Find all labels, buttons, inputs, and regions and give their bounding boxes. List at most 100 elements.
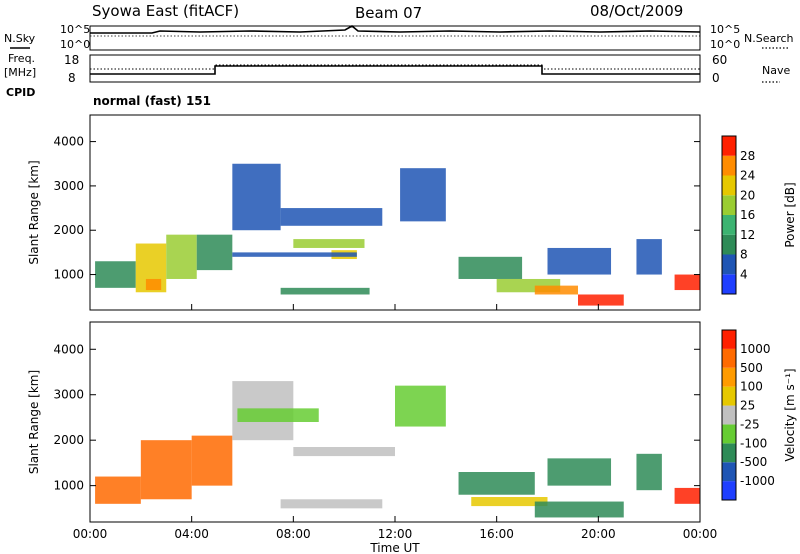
velocity-colorbar-frame (721, 329, 737, 501)
power-data-region (166, 234, 197, 279)
beam-label: Beam 07 (355, 4, 422, 22)
velocity-data-region (191, 435, 233, 486)
velocity-data-region (534, 501, 624, 518)
power-data-region (196, 234, 233, 271)
velocity-xlabel: Time UT (369, 541, 420, 554)
power-colorbar-swatch (722, 195, 736, 215)
power-data-region (547, 247, 612, 275)
velocity-data-region (293, 447, 395, 457)
nsky-panel (89, 25, 701, 51)
power-ytick-label: 2000 (53, 223, 84, 237)
power-colorbar-swatch (722, 136, 736, 156)
power-colorbar-swatch (722, 254, 736, 275)
date-label: 08/Oct/2009 (590, 2, 683, 20)
velocity-xtick-label: 00:00 (73, 527, 108, 541)
nsearch-axis-top: 10^5 (710, 23, 740, 36)
power-plot-frame (89, 114, 701, 311)
velocity-ytick-label: 4000 (53, 342, 84, 356)
cpid-text: normal (fast) 151 (93, 94, 211, 108)
power-colorbar-frame (721, 135, 737, 295)
velocity-colorbar-tick-label: -500 (740, 455, 767, 469)
velocity-ytick-label: 2000 (53, 433, 84, 447)
velocity-colorbar-tick-label: 25 (740, 399, 755, 413)
power-data-region (95, 261, 136, 288)
power-ytick-label: 3000 (53, 179, 84, 193)
velocity-colorbar-tick-label: -25 (740, 417, 760, 431)
velocity-data-region (636, 453, 662, 491)
velocity-colorbar-label: Velocity [m s⁻¹] (783, 368, 797, 461)
freq-label: Freq. (8, 52, 35, 65)
nsky-axis-bottom: 10^0 (60, 38, 90, 51)
freq-unit-label: [MHz] (4, 66, 36, 79)
power-colorbar-tick-label: 24 (740, 169, 755, 183)
velocity-ytick-label: 3000 (53, 388, 84, 402)
velocity-data-region (471, 497, 548, 507)
power-data-region (293, 239, 365, 248)
velocity-colorbar-tick-label: 500 (740, 361, 763, 375)
velocity-colorbar-swatch (722, 405, 736, 425)
power-colorbar-swatch (722, 234, 736, 255)
cpid-label: CPID (6, 86, 35, 99)
power-data-region (636, 239, 662, 275)
power-data-region (280, 287, 370, 295)
velocity-colorbar-swatch (722, 443, 736, 463)
power-data-region (232, 163, 281, 231)
velocity-data-region (237, 408, 319, 422)
power-data-region (674, 274, 700, 291)
power-ytick-label: 4000 (53, 135, 84, 149)
nsky-axis-top: 10^5 (60, 23, 90, 36)
nave-label: Nave (762, 64, 790, 77)
nsearch-axis-bottom: 10^0 (710, 38, 740, 51)
power-colorbar-tick-label: 8 (740, 248, 748, 262)
power-colorbar-tick-label: 28 (740, 149, 755, 163)
power-data-region (232, 252, 357, 257)
velocity-data-region (280, 499, 383, 509)
velocity-data-region (547, 458, 612, 486)
power-colorbar-label: Power [dB] (783, 182, 797, 247)
power-colorbar-tick-label: 12 (740, 228, 755, 242)
velocity-data-region (95, 476, 141, 504)
velocity-xtick-label: 16:00 (479, 527, 514, 541)
power-ytick-label: 1000 (53, 268, 84, 282)
power-data-region (458, 256, 523, 279)
velocity-colorbar-swatch (722, 367, 736, 387)
velocity-colorbar-tick-label: -100 (740, 436, 767, 450)
velocity-xtick-label: 20:00 (581, 527, 616, 541)
velocity-xtick-label: 00:00 (683, 527, 718, 541)
velocity-ylabel: Slant Range [km] (27, 370, 41, 474)
power-data-region (280, 208, 383, 226)
velocity-colorbar-tick-label: -1000 (740, 474, 775, 488)
nsky-label: N.Sky (4, 32, 36, 45)
velocity-xtick-label: 04:00 (174, 527, 209, 541)
nave-axis-bottom: 0 (712, 71, 720, 85)
freq-axis-bottom: 8 (68, 71, 76, 85)
velocity-data-region (395, 385, 446, 427)
velocity-colorbar-tick-label: 1000 (740, 342, 771, 356)
nave-axis-top: 60 (712, 53, 727, 67)
velocity-colorbar-swatch (722, 348, 736, 368)
power-colorbar-swatch (722, 155, 736, 176)
velocity-xtick-label: 12:00 (378, 527, 413, 541)
velocity-colorbar-swatch (722, 330, 736, 349)
power-colorbar-swatch (722, 175, 736, 196)
velocity-xtick-label: 08:00 (276, 527, 311, 541)
velocity-chart: 1000 2000 3000 4000 00:00 04:00 08:00 12:00 16:0… (27, 321, 797, 554)
velocity-data-region (674, 487, 700, 504)
velocity-colorbar-swatch (722, 462, 736, 482)
power-colorbar-tick-label: 4 (740, 267, 748, 281)
power-colorbar-swatch (722, 274, 736, 294)
power-data-region (145, 278, 162, 291)
velocity-data-region (140, 440, 192, 500)
velocity-colorbar-tick-label: 100 (740, 380, 763, 394)
nsky-trace (90, 25, 701, 34)
velocity-colorbar-swatch (722, 424, 736, 444)
power-colorbar-swatch (722, 215, 736, 235)
power-data-region (534, 285, 578, 295)
velocity-data-region (458, 472, 535, 495)
plot-title: Syowa East (fitACF) (92, 2, 239, 20)
power-data-region (578, 294, 624, 306)
power-colorbar-tick-label: 16 (740, 208, 755, 222)
velocity-ytick-label: 1000 (53, 479, 84, 493)
freq-trace (90, 65, 700, 75)
